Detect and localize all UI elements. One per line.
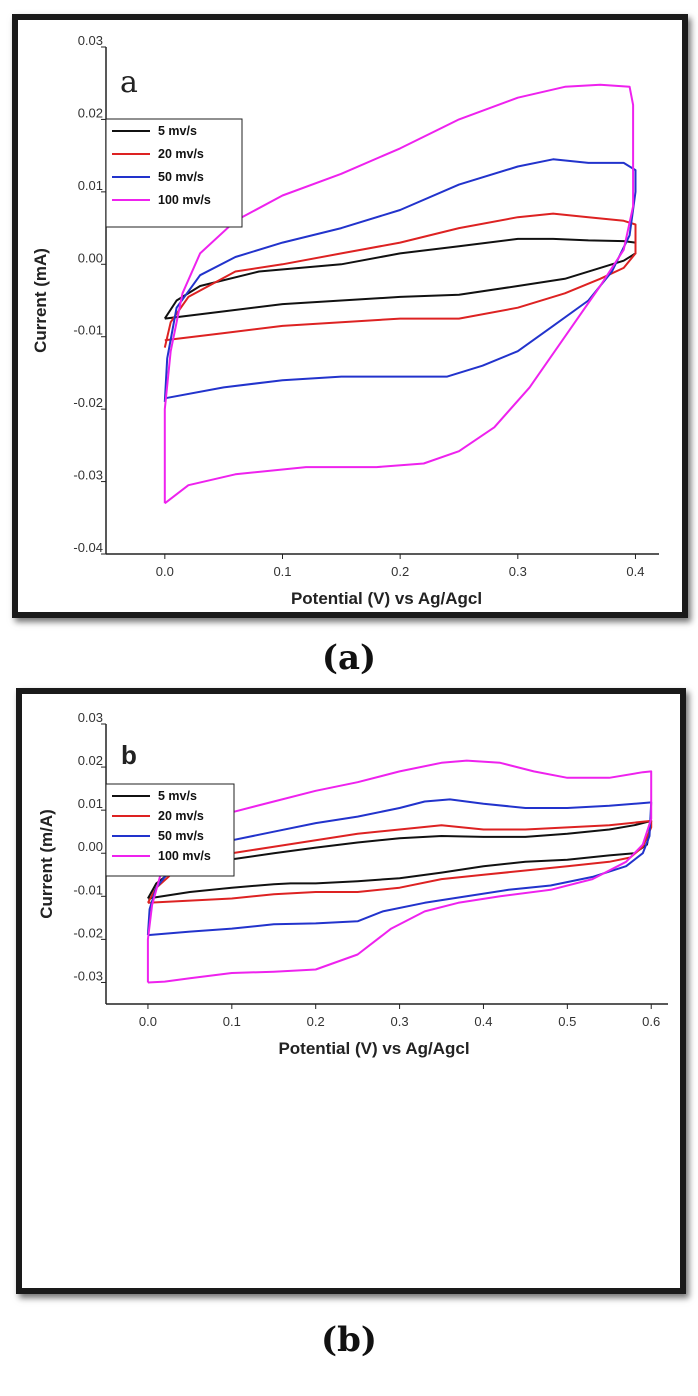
legend-label: 5 mv/s: [158, 789, 197, 803]
y-tick-label: -0.03: [73, 968, 103, 983]
series-line-20-mv-s: [147, 819, 653, 904]
x-tick-label: 0.6: [642, 1014, 660, 1029]
y-tick-label: 0.00: [78, 250, 103, 265]
chart-panel-b: 0.03 0.02 0.01 0.00 -0.01 -0.02 -0.03 0.0 0.1 0.2…: [16, 688, 686, 1294]
y-tick-label: 0.03: [78, 33, 103, 48]
series-line-50-mv-s: [146, 798, 653, 937]
y-tick-label: 0.03: [78, 710, 103, 725]
y-tick-label: -0.02: [73, 395, 103, 410]
y-tick-label: -0.04: [73, 540, 103, 555]
x-tick-label: 0.0: [139, 1014, 157, 1029]
chart-panel-a: 0.03 0.02 0.01 0.00 -0.01 -0.02 -0.03 -0.04 0.0 0…: [12, 14, 688, 618]
legend-label: 20 mv/s: [158, 809, 204, 823]
legend-label: 50 mv/s: [158, 829, 204, 843]
y-tick-label: -0.03: [73, 468, 103, 483]
y-tick-label: 0.02: [78, 105, 103, 120]
x-tick-label: 0.2: [391, 564, 409, 579]
x-tick-label: 0.4: [626, 564, 644, 579]
y-tick-label: -0.01: [73, 323, 103, 338]
x-tick-label: 0.2: [307, 1014, 325, 1029]
cv-chart-b: 0.03 0.02 0.01 0.00 -0.01 -0.02 -0.03 0.0 0.1 0.2…: [37, 710, 668, 1058]
x-tick-label: 0.3: [509, 564, 527, 579]
caption-b: (b): [321, 1320, 377, 1360]
y-tick-label: 0.02: [78, 753, 103, 768]
series-line-50-mv-s: [163, 158, 637, 402]
legend-label: 100 mv/s: [158, 193, 211, 207]
x-axis-label: Potential (V) vs Ag/Agcl: [278, 1039, 469, 1058]
y-tick-label: -0.01: [73, 882, 103, 897]
cv-chart-a: 0.03 0.02 0.01 0.00 -0.01 -0.02 -0.03 -0.04 0.0 0…: [31, 33, 659, 608]
panel-letter: a: [120, 65, 138, 100]
x-tick-label: 0.4: [474, 1014, 492, 1029]
y-axis-label: Current (m/A): [37, 809, 56, 919]
series-line-100-mv-s: [163, 83, 635, 505]
panel-letter: b: [121, 740, 137, 770]
x-axis-label: Potential (V) vs Ag/Agcl: [291, 589, 482, 608]
caption-a: (a): [321, 638, 377, 678]
y-tick-label: 0.00: [78, 839, 103, 854]
legend-label: 20 mv/s: [158, 147, 204, 161]
legend-box: [105, 118, 243, 228]
x-tick-label: 0.0: [156, 564, 174, 579]
legend-box: [105, 783, 235, 877]
legend-label: 5 mv/s: [158, 124, 197, 138]
y-tick-label: -0.02: [73, 925, 103, 940]
series-line-20-mv-s: [163, 212, 637, 348]
y-tick-label: 0.01: [78, 178, 103, 193]
y-axis-label: Current (mA): [31, 248, 50, 353]
legend-label: 100 mv/s: [158, 849, 211, 863]
y-tick-label: 0.01: [78, 796, 103, 811]
x-tick-label: 0.1: [273, 564, 291, 579]
x-tick-label: 0.5: [558, 1014, 576, 1029]
x-tick-label: 0.3: [391, 1014, 409, 1029]
x-tick-label: 0.1: [223, 1014, 241, 1029]
series-line-5-mv-s: [163, 237, 637, 320]
legend-label: 50 mv/s: [158, 170, 204, 184]
